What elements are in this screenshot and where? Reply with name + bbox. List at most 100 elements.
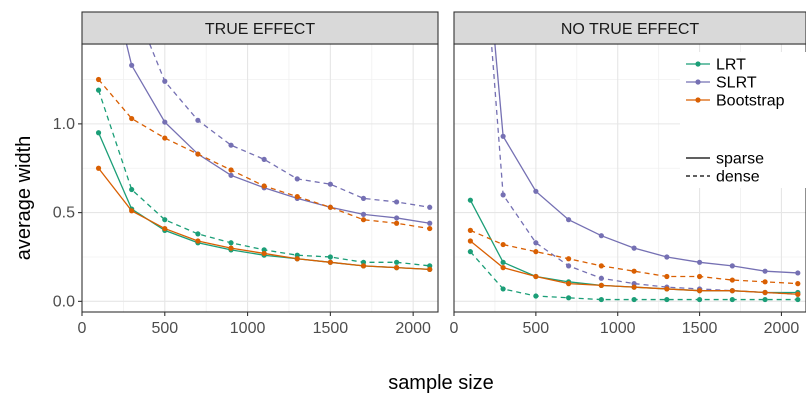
- data-point-bootstrap-sparse: [631, 284, 637, 290]
- data-point-slrt-dense: [162, 78, 168, 84]
- data-point-slrt-dense: [427, 204, 433, 210]
- y-tick-label: 0.0: [53, 293, 75, 310]
- legend-key-point-bootstrap: [695, 97, 701, 103]
- data-point-slrt-dense: [129, 0, 134, 2]
- data-point-bootstrap-sparse: [162, 225, 168, 232]
- data-point-lrt-sparse: [467, 197, 473, 203]
- data-point-lrt-dense: [467, 249, 473, 255]
- data-point-bootstrap-dense: [129, 115, 135, 122]
- panel-0: TRUE EFFECT 0 500 1000 1500 2000 0.0 0.5 1.0: [53, 0, 439, 337]
- legend-label-bootstrap: Bootstrap: [716, 93, 785, 110]
- data-point-bootstrap-sparse: [795, 291, 801, 297]
- data-point-bootstrap-dense: [566, 256, 572, 262]
- data-point-slrt-sparse: [533, 188, 539, 194]
- data-point-slrt-dense: [566, 263, 572, 269]
- data-point-slrt-sparse: [762, 268, 768, 274]
- data-point-bootstrap-sparse: [729, 288, 735, 294]
- data-point-bootstrap-sparse: [566, 281, 572, 287]
- data-point-bootstrap-sparse: [360, 263, 367, 269]
- data-point-bootstrap-dense: [195, 151, 201, 157]
- data-point-bootstrap-dense: [762, 279, 768, 285]
- panel-title: NO TRUE EFFECT: [561, 21, 700, 38]
- x-tick-label: 1000: [600, 320, 636, 337]
- data-point-lrt-dense: [533, 293, 539, 299]
- strip-background: [453, 11, 806, 45]
- data-point-slrt-sparse: [129, 62, 135, 68]
- data-point-lrt-dense: [795, 296, 801, 303]
- y-axis-title: average width: [13, 136, 35, 261]
- data-point-bootstrap-sparse: [394, 265, 400, 271]
- x-tick-label: 0: [78, 320, 87, 337]
- x-tick-label: 500: [523, 320, 550, 337]
- data-point-lrt-sparse: [500, 259, 506, 265]
- x-tick-label: 1500: [313, 320, 349, 337]
- data-point-bootstrap-dense: [598, 263, 604, 269]
- legend-background: [680, 52, 806, 188]
- data-point-bootstrap-dense: [360, 217, 367, 223]
- data-point-slrt-sparse: [696, 259, 703, 265]
- data-point-lrt-dense: [729, 296, 735, 303]
- data-point-bootstrap-dense: [729, 277, 735, 283]
- x-tick-label: 2000: [764, 320, 800, 337]
- data-point-bootstrap-sparse: [500, 265, 506, 271]
- data-point-slrt-dense: [394, 199, 400, 205]
- data-point-bootstrap-dense: [294, 194, 300, 200]
- data-point-bootstrap-sparse: [762, 289, 768, 296]
- data-point-bootstrap-sparse: [228, 245, 234, 251]
- x-tick-label: 0: [450, 320, 459, 337]
- legend-label-sparse: sparse: [716, 151, 764, 168]
- data-point-bootstrap-dense: [162, 135, 168, 141]
- data-point-slrt-sparse: [795, 270, 801, 276]
- data-point-slrt-sparse: [664, 254, 670, 260]
- data-point-slrt-dense: [598, 275, 604, 281]
- data-point-bootstrap-dense: [631, 268, 637, 274]
- data-point-slrt-dense: [327, 181, 333, 187]
- x-tick-label: 500: [151, 320, 178, 337]
- panel-title: TRUE EFFECT: [205, 21, 315, 38]
- data-point-slrt-sparse: [729, 263, 735, 269]
- data-point-bootstrap-sparse: [195, 238, 201, 244]
- data-point-bootstrap-sparse: [327, 259, 333, 265]
- data-point-slrt-sparse: [631, 245, 637, 251]
- data-point-lrt-dense: [327, 254, 333, 260]
- data-point-bootstrap-sparse: [129, 208, 135, 214]
- data-point-bootstrap-dense: [696, 273, 703, 280]
- data-point-bootstrap-dense: [533, 249, 539, 255]
- data-point-lrt-dense: [95, 87, 102, 93]
- panel-data: [95, 0, 433, 273]
- data-point-slrt-sparse: [394, 215, 400, 221]
- data-point-bootstrap-dense: [795, 281, 801, 287]
- data-point-bootstrap-sparse: [95, 165, 102, 171]
- data-point-bootstrap-sparse: [533, 273, 539, 280]
- data-point-bootstrap-dense: [327, 204, 333, 210]
- series-line-bootstrap-dense: [470, 229, 798, 285]
- strip-background: [81, 11, 439, 45]
- data-point-slrt-sparse: [427, 220, 433, 226]
- data-point-slrt-sparse: [566, 217, 572, 223]
- x-tick-label: 1500: [682, 320, 718, 337]
- data-point-slrt-sparse: [500, 133, 506, 139]
- data-point-slrt-dense: [228, 142, 234, 148]
- data-point-slrt-dense: [533, 240, 539, 246]
- legend-label-slrt: SLRT: [716, 75, 757, 92]
- data-point-bootstrap-sparse: [696, 288, 703, 294]
- panel-background: [82, 44, 438, 312]
- data-point-slrt-dense: [195, 117, 201, 123]
- data-point-bootstrap-sparse: [664, 286, 670, 292]
- axes-layer: sample size average width: [13, 136, 494, 394]
- data-point-bootstrap-dense: [394, 220, 400, 226]
- x-tick-label: 1000: [230, 320, 266, 337]
- legend-key-point-lrt: [695, 61, 701, 67]
- data-point-bootstrap-dense: [500, 241, 506, 248]
- data-point-slrt-sparse: [360, 211, 367, 217]
- data-point-slrt-sparse: [598, 233, 604, 239]
- data-point-bootstrap-dense: [427, 225, 433, 232]
- data-point-lrt-dense: [566, 295, 572, 301]
- data-point-bootstrap-sparse: [261, 250, 267, 257]
- legend-label-dense: dense: [716, 169, 760, 186]
- legend-label-lrt: LRT: [716, 57, 746, 74]
- data-point-lrt-dense: [500, 286, 506, 292]
- data-point-bootstrap-sparse: [598, 282, 604, 288]
